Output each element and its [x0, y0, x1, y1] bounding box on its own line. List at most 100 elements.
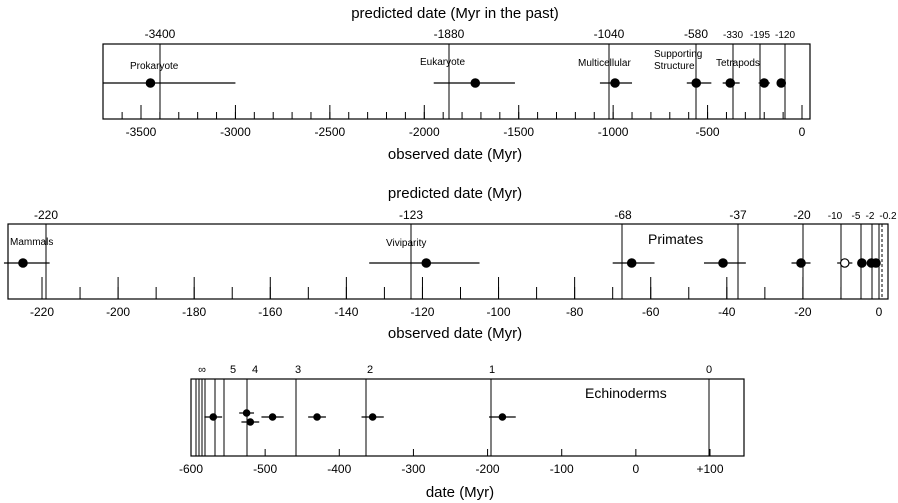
panel-2-top-tick: -2	[866, 211, 875, 222]
panel-2-tick-label: -140	[334, 305, 358, 319]
panel-2-point	[18, 258, 28, 268]
panel-1-tick-label: -3500	[126, 125, 157, 139]
panel-2-points	[3, 258, 881, 268]
panel-2-tick-label: 0	[876, 305, 883, 319]
panel-1-tick-label: -1500	[503, 125, 534, 139]
annotation-eukaryote: Eukaryote	[420, 57, 465, 68]
panel-1-tick-label: -1000	[598, 125, 629, 139]
panel-1-point	[691, 78, 702, 88]
panel-1-minor-ticks	[121, 112, 803, 119]
panel-3-frame	[190, 378, 745, 457]
annotation-tetrapods: Tetrapods	[716, 58, 760, 69]
annotation-multicellular: Multicellular	[578, 58, 631, 69]
panel-2-xlabel: observed date (Myr)	[388, 325, 522, 342]
panel-3-tick-label: -400	[327, 462, 351, 476]
panel-2-point	[718, 258, 728, 268]
panel-3-top-tick: 2	[367, 364, 373, 376]
panel-2-top-tick: -20	[793, 208, 811, 222]
panel-2-top-tick: -37	[729, 208, 747, 222]
panel-3-tick-label: -300	[401, 462, 425, 476]
panel-1-top-tick: -580	[684, 27, 708, 41]
panel-2-tick-label: -100	[487, 305, 511, 319]
panel-3-top-tick: 0	[706, 364, 712, 376]
panel-3-point	[242, 409, 251, 417]
panel-3-tick-label: -500	[253, 462, 277, 476]
panel-2-top-tick: -10	[828, 211, 843, 222]
panel-3-tick-label: 0	[633, 462, 640, 476]
panel-1-point	[725, 78, 736, 88]
panel-2-annotations: Mammals Viviparity Primates	[10, 231, 703, 249]
panel-3-top-tick: 4	[252, 364, 258, 376]
panel-2-tick-label: -80	[566, 305, 584, 319]
panel-2-top-axis-label: predicted date (Myr)	[388, 185, 522, 202]
panel-3-tick-label: +100	[696, 462, 723, 476]
panel-2-tick-label: -180	[182, 305, 206, 319]
panel-1-points	[103, 78, 787, 88]
panel-2-point	[839, 258, 850, 268]
panel-1-point	[610, 78, 620, 88]
panel-2-top-tick: -220	[34, 208, 58, 222]
panel-1-tick-label: -2500	[315, 125, 346, 139]
panel-2-minor-ticks	[41, 287, 880, 299]
panel-3-point	[313, 413, 321, 421]
panel-2-top-tick: -5	[852, 211, 861, 222]
panel-3-top-ticks: ∞ 5 4 3 2 1 0	[198, 364, 712, 376]
panel-1-point	[776, 78, 787, 88]
panel-2-bottom-ticks: -220 -200 -180 -160 -140 -120 -100 -80 -60 -40 -20…	[30, 277, 883, 319]
panel-1-annotations: Prokaryote Eukaryote Multicellular Suppo…	[130, 49, 760, 72]
panel-2-point	[871, 258, 881, 268]
panel-1-top-tick: -330	[723, 30, 743, 41]
panel-2-tick-label: -60	[642, 305, 660, 319]
annotation-viviparity: Viviparity	[386, 238, 426, 249]
panel-1-xlabel: observed date (Myr)	[388, 146, 522, 163]
panel-3: ∞ 5 4 3 2 1 0 Echinoderms -600 -500 -400 -3…	[179, 364, 745, 501]
panel-3-points	[204, 409, 516, 426]
panel-1-top-axis-label: predicted date (Myr in the past)	[351, 5, 559, 22]
panel-3-bottom-ticks: -600 -500 -400 -300 -200 -100 0 +100	[179, 449, 724, 476]
panel-3-tick-label: -100	[550, 462, 574, 476]
panel-2-tick-label: -40	[718, 305, 736, 319]
panel-2-tick-label: -220	[30, 305, 54, 319]
panel-2-point	[857, 258, 867, 268]
annotation-supporting: Supporting	[654, 49, 702, 60]
panel-2-frame	[7, 223, 889, 300]
annotation-structure: Structure	[654, 61, 695, 72]
panel-2-tick-label: -200	[106, 305, 130, 319]
panel-3-point	[498, 413, 507, 421]
panel-1-top-tick: -195	[750, 30, 770, 41]
panel-2-tick-label: -160	[258, 305, 282, 319]
annotation-primates: Primates	[648, 231, 703, 247]
panel-3-title: Echinoderms	[585, 385, 667, 401]
panel-1-top-tick: -1040	[594, 27, 625, 41]
panel-3-top-tick: 3	[295, 364, 301, 376]
panel-2-point	[421, 258, 432, 268]
panel-1-top-tick: -1880	[434, 27, 465, 41]
panel-3-top-tick: ∞	[198, 364, 206, 376]
panel-1-tick-label: -3000	[220, 125, 251, 139]
panel-2-point	[626, 258, 637, 268]
panel-3-xlabel: date (Myr)	[426, 484, 494, 501]
panel-3-point	[209, 413, 218, 421]
annotation-prokaryote: Prokaryote	[130, 61, 179, 72]
panel-2-tick-label: -20	[794, 305, 812, 319]
annotation-mammals: Mammals	[10, 237, 53, 248]
panel-1-tick-label: -2000	[409, 125, 440, 139]
panel-2: predicted date (Myr) -220 -123 -68 -37 -…	[3, 185, 897, 342]
panel-3-top-tick: 1	[489, 364, 495, 376]
panel-1-point	[145, 78, 156, 88]
panel-3-top-tick: 5	[230, 364, 236, 376]
panel-1-tick-label: 0	[799, 125, 806, 139]
panel-3-tick-label: -200	[476, 462, 500, 476]
panel-2-top-tick: -68	[614, 208, 632, 222]
panel-1-top-tick: -120	[775, 30, 795, 41]
panel-3-point	[368, 413, 377, 421]
panel-1: predicted date (Myr in the past) -3400 -…	[102, 5, 811, 163]
panel-1-top-tick: -3400	[145, 27, 176, 41]
panel-2-point	[796, 258, 806, 268]
panel-2-top-tick: -0.2	[879, 211, 897, 222]
panel-1-tick-label: -500	[696, 125, 720, 139]
panel-3-point	[246, 418, 255, 426]
panel-1-frame	[102, 43, 811, 120]
panel-2-vlines	[45, 224, 883, 299]
